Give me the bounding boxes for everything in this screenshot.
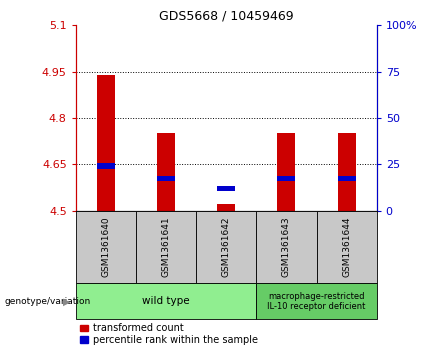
Bar	[196, 211, 256, 283]
Bar	[338, 176, 355, 181]
Bar	[217, 204, 235, 211]
Title: GDS5668 / 10459469: GDS5668 / 10459469	[159, 10, 294, 23]
Text: genotype/variation: genotype/variation	[4, 297, 90, 306]
Text: GSM1361643: GSM1361643	[282, 216, 291, 277]
Text: GSM1361642: GSM1361642	[222, 217, 231, 277]
Bar	[278, 176, 295, 181]
Text: wild type: wild type	[142, 296, 190, 306]
Bar	[317, 211, 377, 283]
Bar	[338, 133, 355, 211]
Bar	[217, 187, 235, 191]
Bar	[278, 133, 295, 211]
Text: GSM1361640: GSM1361640	[101, 216, 110, 277]
Bar	[97, 163, 115, 169]
Bar	[256, 283, 377, 319]
Text: macrophage-restricted
IL-10 receptor deficient: macrophage-restricted IL-10 receptor def…	[267, 291, 366, 311]
Legend: transformed count, percentile rank within the sample: transformed count, percentile rank withi…	[76, 319, 262, 349]
Text: GSM1361641: GSM1361641	[162, 216, 171, 277]
Bar	[157, 176, 175, 181]
Bar	[136, 211, 196, 283]
Bar	[97, 75, 115, 211]
Bar	[76, 283, 256, 319]
Bar	[76, 211, 136, 283]
Text: ▶: ▶	[63, 296, 71, 306]
Bar	[256, 211, 317, 283]
Text: GSM1361644: GSM1361644	[342, 217, 351, 277]
Bar	[157, 133, 175, 211]
